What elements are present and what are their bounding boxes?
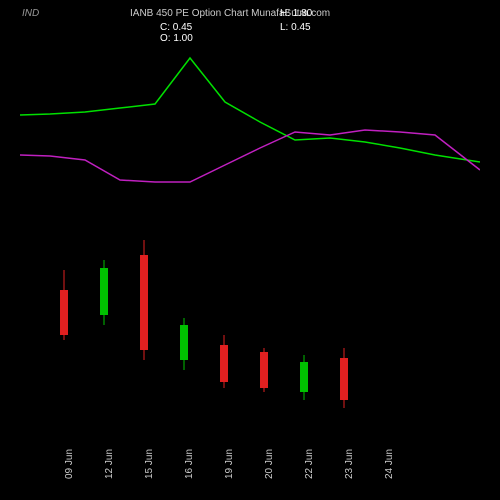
x-tick-label: 09 Jun (64, 449, 75, 479)
candle-body (60, 290, 68, 335)
x-axis: 09 Jun 12 Jun 15 Jun 16 Jun 19 Jun 20 Jun 22 J… (20, 450, 480, 490)
candle-body (220, 345, 228, 382)
x-tick-label: 19 Jun (224, 449, 235, 479)
ohlc-high: H: 1.80 (280, 8, 312, 19)
candle-body (260, 352, 268, 388)
candle-body (340, 358, 348, 400)
x-tick-label: 23 Jun (344, 449, 355, 479)
candle-body (140, 255, 148, 350)
ohlc-low: L: 0.45 (280, 22, 311, 33)
candlestick-chart (20, 240, 480, 420)
x-tick-label: 22 Jun (304, 449, 315, 479)
x-tick-label: 15 Jun (144, 449, 155, 479)
exchange-label: IND (22, 8, 39, 19)
candle-body (300, 362, 308, 392)
candle-body (100, 268, 108, 315)
x-tick-label: 20 Jun (264, 449, 275, 479)
ohlc-close: C: 0.45 (160, 22, 192, 33)
x-tick-label: 12 Jun (104, 449, 115, 479)
x-tick-label: 16 Jun (184, 449, 195, 479)
series-line-1 (20, 58, 480, 162)
chart-area (20, 40, 480, 450)
candle-body (180, 325, 188, 360)
x-tick-label: 24 Jun (384, 449, 395, 479)
series-line-2 (20, 130, 480, 182)
line-chart (20, 40, 480, 240)
